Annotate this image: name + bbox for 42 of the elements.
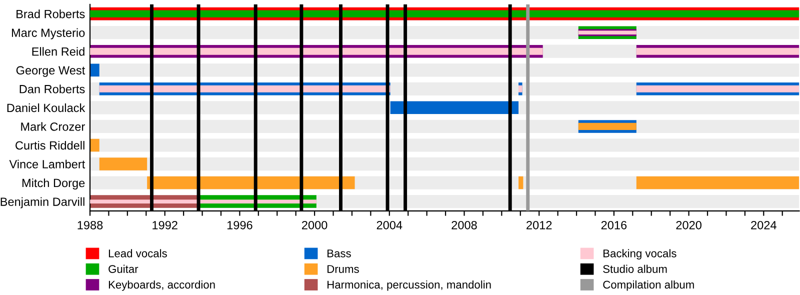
x-tick-label: 2000 xyxy=(302,220,328,230)
legend-label: Harmonica, percussion, mandolin xyxy=(328,280,491,291)
y-tick-label: Ellen Reid xyxy=(32,47,84,56)
bar xyxy=(636,48,800,55)
x-tick-label: 2016 xyxy=(601,220,627,230)
legend-label: Compilation album xyxy=(603,280,694,291)
x-tick-label: 2008 xyxy=(452,220,477,230)
y-tick-label: George West xyxy=(16,66,86,77)
bar xyxy=(518,176,524,190)
x-tick-label: 1992 xyxy=(152,220,178,230)
bar xyxy=(90,64,100,77)
x-tick-label: 2012 xyxy=(526,220,552,230)
x-tick-label: 1988 xyxy=(78,220,103,230)
legend-label: Keyboards, accordion xyxy=(108,280,215,291)
x-tick-label: 1996 xyxy=(227,220,252,230)
y-tick-label: Mitch Dorge xyxy=(22,178,85,190)
legend-label: Backing vocals xyxy=(604,249,676,260)
bar xyxy=(99,158,148,170)
legend-label: Lead vocals xyxy=(108,249,167,258)
y-tick-label: Benjamin Darvill xyxy=(0,197,84,208)
y-tick-label: Curtis Riddell xyxy=(16,140,84,150)
legend-label: Guitar xyxy=(108,264,138,273)
x-tick-label: 2024 xyxy=(751,220,776,230)
bar xyxy=(99,85,390,92)
y-tick-label: Vince Lambert xyxy=(9,160,86,168)
bar xyxy=(636,85,800,92)
x-tick-label: 2020 xyxy=(676,220,702,230)
legend-label: Bass xyxy=(328,250,351,258)
bar xyxy=(90,138,100,152)
legend-label: Studio album xyxy=(603,264,667,273)
y-tick-label: Daniel Koulack xyxy=(7,103,86,112)
y-tick-label: Dan Roberts xyxy=(20,84,85,94)
y-tick-label: Marc Mysterio xyxy=(12,28,85,40)
bar xyxy=(90,48,543,55)
y-tick-label: Mark Crozer xyxy=(21,122,85,131)
bar xyxy=(147,176,355,190)
y-tick-label: Brad Roberts xyxy=(16,10,85,18)
bar xyxy=(518,85,522,92)
bar xyxy=(636,176,800,190)
x-tick-label: 2004 xyxy=(376,220,402,230)
legend-label: Drums xyxy=(328,265,359,273)
bar xyxy=(390,101,519,114)
